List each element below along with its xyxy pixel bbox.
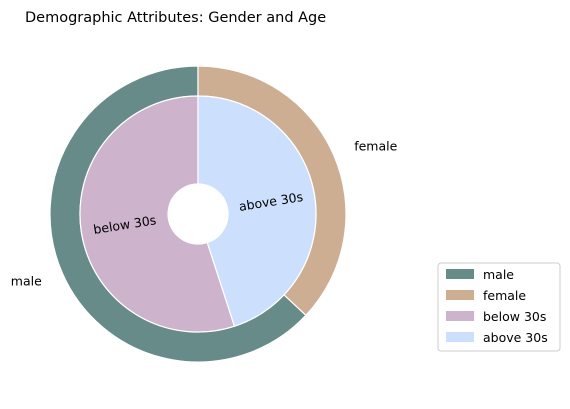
outer-label-female: female (354, 138, 397, 153)
legend-swatch-female (446, 290, 474, 300)
outer-label-male: male (11, 274, 42, 289)
chart-title: Demographic Attributes: Gender and Age (25, 10, 326, 26)
legend-swatch-below-30s (446, 311, 474, 321)
legend-label-below-30s: below 30s (483, 309, 546, 324)
inner-slice-above-30s (197, 95, 317, 327)
legend-frame (437, 262, 561, 352)
legend: male female below 30s above 30s (437, 262, 561, 352)
outer-ring-labels: male female (11, 138, 398, 288)
legend-swatch-above-30s (446, 332, 474, 342)
inner-ring (79, 95, 317, 333)
legend-label-above-30s: above 30s (483, 330, 548, 345)
legend-label-male: male (483, 267, 514, 282)
legend-label-female: female (483, 288, 526, 303)
inner-slice-below-30s (79, 95, 236, 333)
legend-swatch-male (446, 269, 474, 279)
